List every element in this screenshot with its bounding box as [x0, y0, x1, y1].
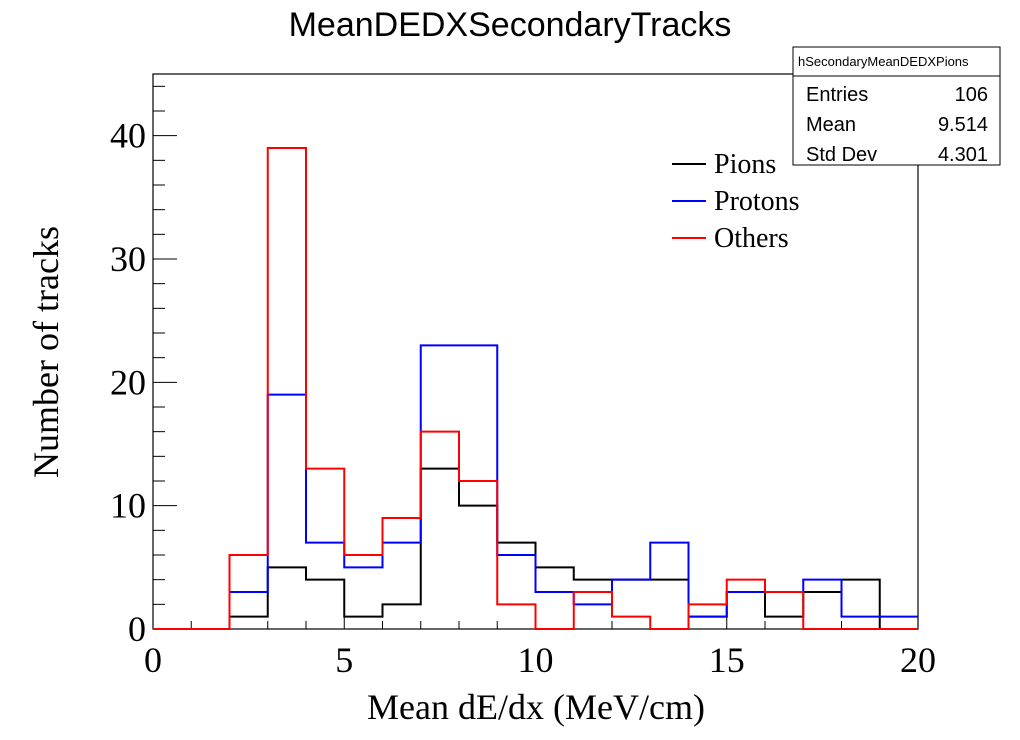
x-tick-label: 10 [518, 640, 554, 680]
stats-stddev-value: 4.301 [938, 144, 988, 166]
y-tick-labels: 0 10 20 30 40 [110, 116, 146, 649]
plot-area [152, 73, 919, 630]
stats-stddev-label: Std Dev [806, 144, 877, 166]
stats-box-frame [792, 46, 1001, 166]
histogram-line-others [153, 147, 918, 630]
legend-label-others: Others [714, 223, 789, 254]
stats-mean-value: 9.514 [938, 114, 988, 136]
chart-title: MeanDEDXSecondaryTracks [289, 6, 732, 44]
y-tick-label: 0 [128, 609, 146, 649]
y-tick-label: 10 [110, 486, 146, 526]
y-axis-title: Number of tracks [26, 226, 66, 478]
stats-mean-label: Mean [806, 114, 856, 136]
y-tick-label: 30 [110, 239, 146, 279]
legend-label-pions: Pions [714, 149, 776, 180]
x-tick-label: 15 [709, 640, 745, 680]
stats-entries-value: 106 [955, 84, 988, 106]
x-tick-label: 20 [900, 640, 936, 680]
legend-label-protons: Protons [714, 186, 800, 217]
x-tick-label: 5 [335, 640, 353, 680]
x-tick-label: 0 [144, 640, 162, 680]
stats-box: hSecondaryMeanDEDXPions Entries 106 Mean… [792, 46, 1001, 166]
x-tick-labels: 0 5 10 15 20 [144, 640, 936, 680]
x-axis-title: Mean dE/dx (MeV/cm) [367, 687, 705, 727]
y-tick-label: 40 [110, 116, 146, 156]
stats-box-name: hSecondaryMeanDEDXPions [798, 54, 969, 69]
stats-entries-label: Entries [806, 84, 868, 106]
series-others [153, 147, 918, 630]
y-tick-label: 20 [110, 362, 146, 402]
series-layer [153, 147, 918, 630]
